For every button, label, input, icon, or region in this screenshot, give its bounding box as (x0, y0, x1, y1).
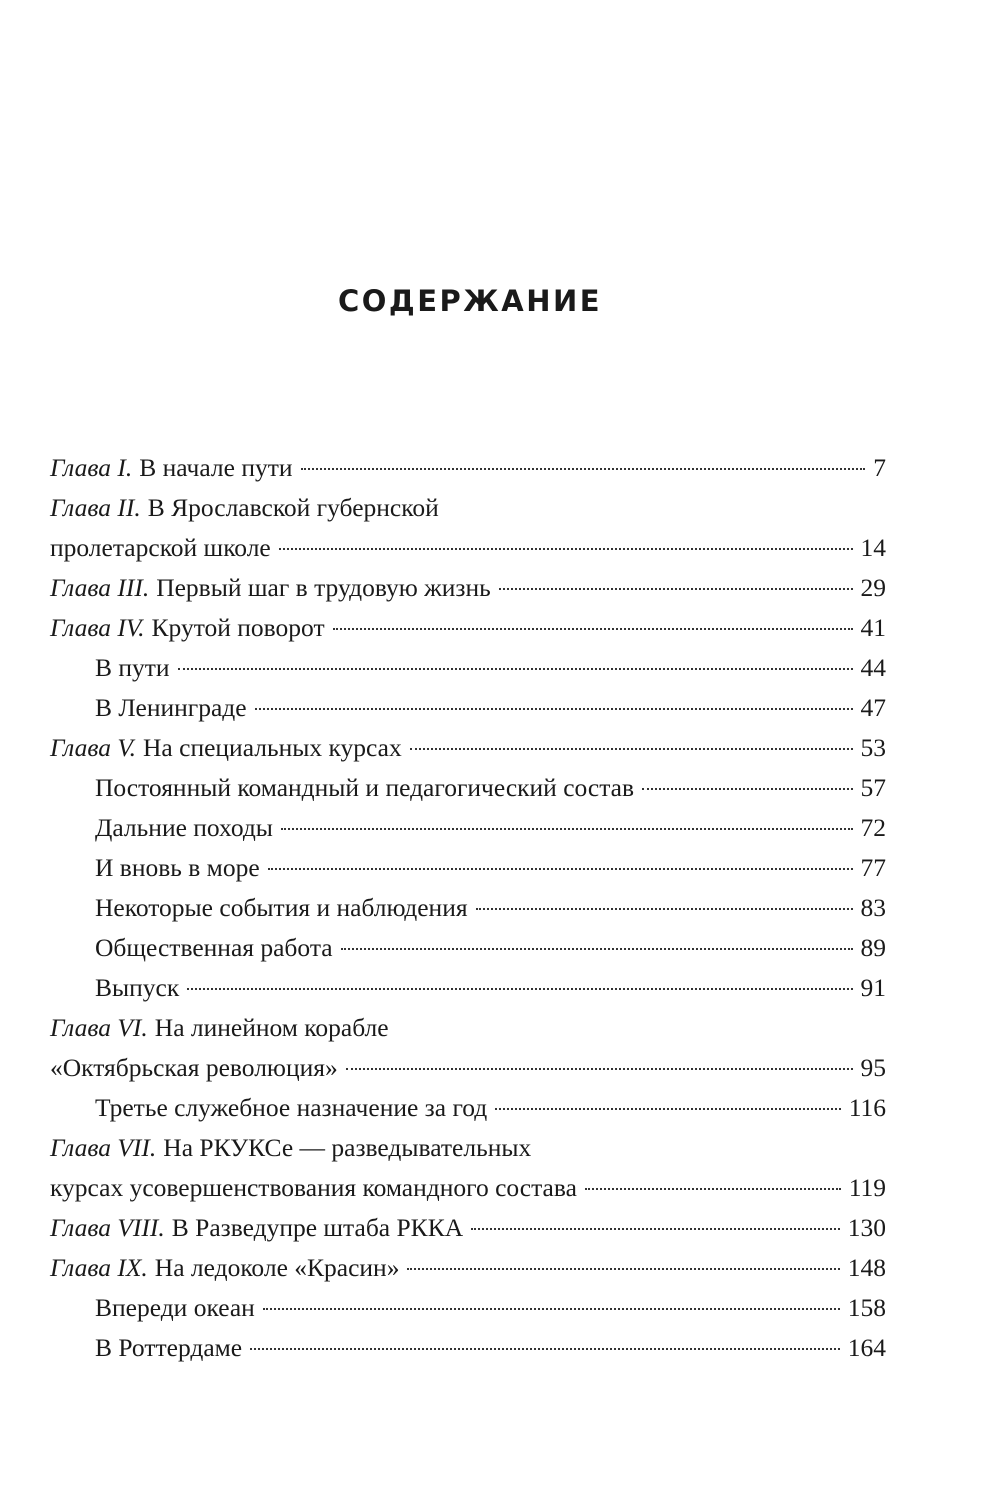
page-number: 47 (860, 693, 887, 722)
dot-leader (475, 908, 853, 910)
page-number: 72 (860, 813, 887, 842)
dot-leader (498, 588, 853, 590)
dot-leader (300, 468, 866, 470)
entry-title: И вновь в море (95, 853, 260, 882)
entry-title: В начале пути (139, 453, 293, 482)
entry-title: На РКУКСе — разведывательных (163, 1133, 532, 1162)
entry-title: В Ленинграде (95, 693, 247, 722)
toc-entry: Впереди океан 158 (50, 1288, 886, 1328)
toc-entry: В пути 44 (50, 648, 886, 688)
dot-leader (340, 948, 853, 950)
entry-title: В пути (95, 653, 170, 682)
page-number: 83 (860, 893, 887, 922)
toc-entry: Глава V. На специальных курсах 53 (50, 728, 886, 768)
toc-entry: Глава II. В Ярославской губернской (50, 488, 886, 528)
toc-entry: Постоянный командный и педагогический со… (50, 768, 886, 808)
toc-entry: курсах усовершенствования командного сос… (50, 1168, 886, 1208)
dot-leader (584, 1188, 841, 1190)
entry-title: «Октябрьская революция» (50, 1053, 338, 1082)
table-of-contents: Глава I. В начале пути 7 Глава II. В Ярослав… (50, 448, 886, 1368)
toc-entry: Глава VIII. В Разведупре штаба РККА 130 (50, 1208, 886, 1248)
dot-leader (177, 668, 853, 670)
toc-entry: В Ленинграде 47 (50, 688, 886, 728)
page-number: 116 (848, 1093, 886, 1122)
dot-leader (254, 708, 853, 710)
entry-title: Дальние походы (95, 813, 273, 842)
page-number: 7 (873, 453, 886, 482)
entry-title: Третье служебное назначение за год (95, 1093, 488, 1122)
page-number: 130 (847, 1213, 886, 1242)
page-number: 14 (860, 533, 887, 562)
toc-entry: Глава I. В начале пути 7 (50, 448, 886, 488)
toc-entry: Выпуск 91 (50, 968, 886, 1008)
dot-leader (278, 548, 853, 550)
toc-entry: Глава III. Первый шаг в трудовую жизнь 29 (50, 568, 886, 608)
chapter-label: Глава II. (50, 493, 141, 522)
dot-leader (495, 1108, 841, 1110)
dot-leader (409, 748, 853, 750)
dot-leader (642, 788, 853, 790)
chapter-label: Глава V. (50, 733, 137, 762)
page-number: 119 (848, 1173, 886, 1202)
entry-title: На линейном корабле (154, 1013, 389, 1042)
toc-entry: И вновь в море 77 (50, 848, 886, 888)
dot-leader (407, 1268, 840, 1270)
dot-leader (262, 1308, 840, 1310)
chapter-label: Глава IV. (50, 613, 145, 642)
entry-title: Некоторые события и наблюдения (95, 893, 468, 922)
page-number: 57 (860, 773, 887, 802)
page-number: 53 (860, 733, 887, 762)
entry-title: На ледоколе «Красин» (154, 1253, 400, 1282)
page-number: 164 (847, 1333, 886, 1362)
toc-entry: Дальние походы 72 (50, 808, 886, 848)
entry-title: На специальных курсах (143, 733, 402, 762)
page-number: 148 (847, 1253, 886, 1282)
dot-leader (187, 988, 853, 990)
chapter-label: Глава VIII. (50, 1213, 165, 1242)
dot-leader (250, 1348, 840, 1350)
entry-title: пролетарской школе (50, 533, 271, 562)
entry-title: В Ярославской губернской (147, 493, 439, 522)
toc-entry: Общественная работа 89 (50, 928, 886, 968)
entry-title: В Разведупре штаба РККА (171, 1213, 464, 1242)
entry-title: Первый шаг в трудовую жизнь (156, 573, 491, 602)
entry-title: Выпуск (95, 973, 180, 1002)
page-number: 95 (860, 1053, 887, 1082)
toc-entry: Некоторые события и наблюдения 83 (50, 888, 886, 928)
toc-entry: Глава VI. На линейном корабле (50, 1008, 886, 1048)
toc-entry: «Октябрьская революция» 95 (50, 1048, 886, 1088)
entry-title: курсах усовершенствования командного сос… (50, 1173, 577, 1202)
page-number: 41 (860, 613, 887, 642)
toc-entry: Третье служебное назначение за год 116 (50, 1088, 886, 1128)
page-number: 29 (860, 573, 887, 602)
dot-leader (345, 1068, 853, 1070)
dot-leader (267, 868, 853, 870)
chapter-label: Глава III. (50, 573, 150, 602)
page-number: 77 (860, 853, 887, 882)
entry-title: Крутой поворот (151, 613, 325, 642)
dot-leader (280, 828, 853, 830)
entry-title: В Роттердаме (95, 1333, 243, 1362)
page-number: 89 (860, 933, 887, 962)
page-title: СОДЕРЖАНИЕ (337, 284, 603, 318)
page-number: 158 (847, 1293, 886, 1322)
entry-title: Впереди океан (95, 1293, 255, 1322)
toc-entry: Глава IX. На ледоколе «Красин» 148 (50, 1248, 886, 1288)
page-number: 44 (860, 653, 887, 682)
toc-entry: В Роттердаме 164 (50, 1328, 886, 1368)
page-number: 91 (860, 973, 887, 1002)
entry-title: Общественная работа (95, 933, 333, 962)
toc-entry: Глава VII. На РКУКСе — разведывательных (50, 1128, 886, 1168)
toc-entry: пролетарской школе 14 (50, 528, 886, 568)
chapter-label: Глава IX. (50, 1253, 148, 1282)
entry-title: Постоянный командный и педагогический со… (95, 773, 635, 802)
chapter-label: Глава I. (50, 453, 133, 482)
toc-entry: Глава IV. Крутой поворот 41 (50, 608, 886, 648)
dot-leader (471, 1228, 840, 1230)
chapter-label: Глава VI. (50, 1013, 148, 1042)
chapter-label: Глава VII. (50, 1133, 157, 1162)
dot-leader (332, 628, 853, 630)
